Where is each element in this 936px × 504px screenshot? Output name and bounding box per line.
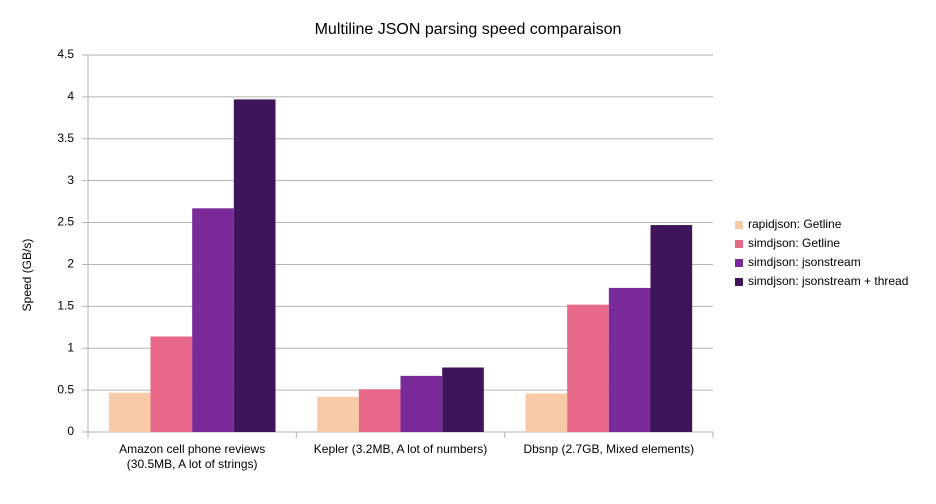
y-tick-label: 3 [67,173,74,187]
bar [358,389,401,432]
bar [650,225,693,432]
x-tick-label: Dbsnp (2.7GB, Mixed elements) [523,442,695,456]
y-tick-label: 4 [67,89,74,103]
bar [400,375,443,432]
legend-label: simdjson: jsonstream [748,255,861,269]
legend-swatch [735,221,743,229]
y-tick-label: 1.5 [57,299,74,313]
bar [108,392,151,432]
y-tick-label: 1 [67,340,74,354]
legend-label: simdjson: jsonstream + thread [748,274,908,288]
y-tick-label: 0.5 [57,382,74,396]
y-tick-label: 2.5 [57,215,74,229]
y-tick-label: 4.5 [57,47,74,61]
bar [192,208,234,432]
bar [150,336,193,432]
chart-title: Multiline JSON parsing speed comparaison [315,21,622,38]
y-tick-label: 2 [67,257,74,271]
legend-label: simdjson: Getline [748,236,840,250]
legend-label: rapidjson: Getline [748,217,842,231]
bar [567,304,609,432]
legend-swatch [735,240,743,248]
y-tick-label: 3.5 [57,131,74,145]
y-tick-label: 0 [67,424,74,438]
bar [442,367,484,432]
x-tick-label: Amazon cell phone reviews (30.5MB, A lot… [119,442,266,471]
legend-swatch [735,278,743,286]
bar [608,287,651,432]
legend-swatch [735,259,743,267]
x-tick-label: Kepler (3.2MB, A lot of numbers) [313,442,488,456]
bar [525,393,568,432]
y-axis-label: Speed (GB/s) [20,239,34,312]
bar [317,396,359,432]
bar [233,99,276,432]
